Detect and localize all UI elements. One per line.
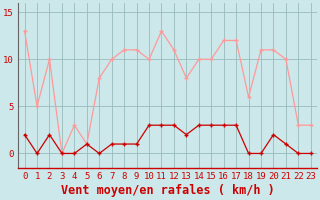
X-axis label: Vent moyen/en rafales ( km/h ): Vent moyen/en rafales ( km/h ) [61,184,275,197]
